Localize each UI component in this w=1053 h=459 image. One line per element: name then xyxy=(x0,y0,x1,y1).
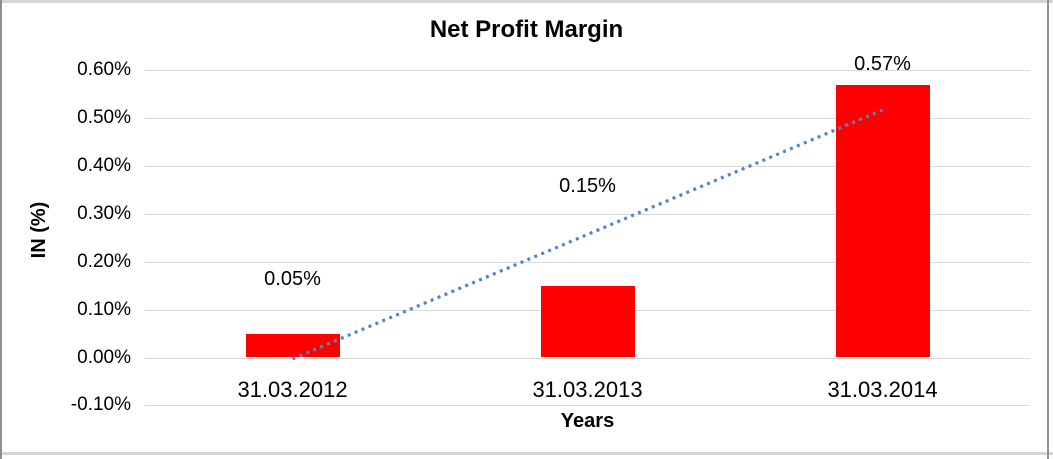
gridline xyxy=(145,357,1030,359)
bar xyxy=(245,333,340,358)
chart-title: Net Profit Margin xyxy=(429,16,624,43)
bar xyxy=(540,285,635,358)
x-category-label: 31.03.2014 xyxy=(827,377,938,402)
y-axis-tick-label: 0.40% xyxy=(77,155,131,176)
frame-border-right xyxy=(1047,0,1049,459)
x-category-label: 31.03.2012 xyxy=(237,377,348,402)
bar xyxy=(835,84,930,358)
frame-border-bottom xyxy=(0,452,1053,455)
y-axis-tick-label: 0.60% xyxy=(77,59,131,81)
bar-value-label: 0.05% xyxy=(264,268,321,290)
x-category-label: 31.03.2013 xyxy=(532,377,643,402)
bar-value-label: 0.15% xyxy=(559,175,616,197)
y-axis-tick-label: 0.50% xyxy=(77,107,131,129)
bar-value-label: 0.57% xyxy=(854,53,911,75)
frame-border-top xyxy=(0,0,1053,3)
gridline xyxy=(145,405,1030,407)
y-axis-tick-label: 0.00% xyxy=(77,346,131,368)
gridline xyxy=(145,70,1030,72)
y-axis-tick-label: 0.10% xyxy=(77,298,131,320)
x-axis-title: Years xyxy=(560,410,615,432)
frame-border-left xyxy=(0,0,2,459)
y-axis-tick-label: 0.20% xyxy=(77,250,131,272)
y-axis-tick-label: 0.30% xyxy=(77,202,131,224)
y-axis-tick-label: -0.10% xyxy=(70,394,131,416)
